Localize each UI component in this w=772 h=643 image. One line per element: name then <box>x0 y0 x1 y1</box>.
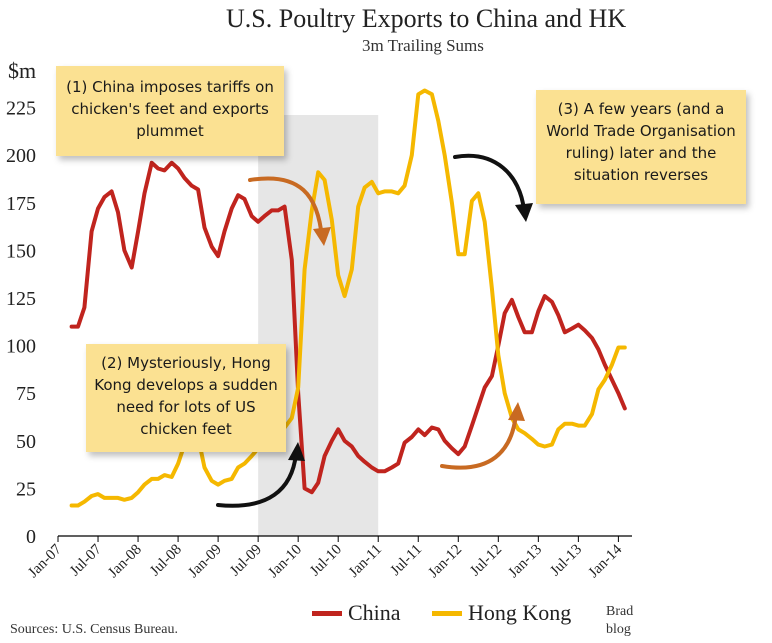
x-tick-label: Jul-11 <box>388 542 425 579</box>
arrow-2-black <box>216 452 298 508</box>
series-line-china <box>69 160 627 495</box>
credit-line-1: Brad <box>606 604 634 619</box>
y-tick-label: 75 <box>16 383 36 405</box>
x-tick-label: Jul-08 <box>147 542 185 580</box>
x-tick-labels: Jan-07 Jul-07 Jan-08 Jul-08 Jan-09 Jul-09 Jan-… <box>25 536 626 582</box>
arrow-4-head <box>508 402 525 421</box>
source-note: Sources: U.S. Census Bureau. <box>10 622 178 637</box>
y-axis-label: $m <box>8 58 37 83</box>
x-tick-label: Jul-13 <box>547 542 585 580</box>
x-tick-label: Jul-09 <box>227 542 265 580</box>
annotation-note-3: (3) A few years (and a World Trade Organ… <box>536 90 746 204</box>
y-tick-labels: 0 25 50 75 100 125 150 175 200 225 <box>6 98 36 548</box>
y-tick-label: 100 <box>6 336 36 358</box>
legend-china-label: China <box>348 600 401 625</box>
y-tick-label: 175 <box>6 193 36 215</box>
legend-hong-kong: Hong Kong <box>432 600 571 626</box>
y-tick-label: 150 <box>6 240 36 262</box>
y-tick-label: 50 <box>16 431 36 453</box>
y-tick-label: 125 <box>6 288 36 310</box>
y-tick-label: 0 <box>26 526 36 548</box>
legend-china-swatch <box>312 610 342 616</box>
legend-china: China <box>312 600 401 626</box>
annotation-note-2: (2) Mysteriously, Hong Kong develops a s… <box>86 344 286 452</box>
x-tick-label: Jan-12 <box>426 542 466 582</box>
series-line-hong-kong <box>69 88 627 508</box>
legend-hong-kong-label: Hong Kong <box>468 600 572 625</box>
x-tick-label: Jan-11 <box>346 542 385 581</box>
arrow-3-head <box>515 203 533 222</box>
x-tick-label: Jan-14 <box>586 541 626 581</box>
arrow-3-black <box>453 153 526 212</box>
x-tick-label: Jan-10 <box>265 542 305 582</box>
x-tick-label: Jul-07 <box>67 541 105 579</box>
x-tick-label: Jul-10 <box>307 542 345 580</box>
series-layer <box>69 88 627 508</box>
annotation-arrows <box>216 153 533 508</box>
arrow-2-head <box>288 442 305 461</box>
legend-hong-kong-swatch <box>432 610 462 616</box>
x-tick-label: Jul-12 <box>467 542 505 580</box>
y-tick-label: 225 <box>6 98 36 120</box>
arrow-4-orange <box>440 412 518 470</box>
arrow-1-head <box>313 227 331 246</box>
y-tick-label: 200 <box>6 145 36 167</box>
annotation-note-1: (1) China imposes tariffs on chicken's f… <box>56 66 284 156</box>
y-tick-label: 25 <box>16 478 36 500</box>
chart-subtitle: 3m Trailing Sums <box>362 36 484 55</box>
chart-title: U.S. Poultry Exports to China and HK <box>226 4 627 33</box>
arrow-1-orange <box>248 176 324 240</box>
x-tick-label: Jan-08 <box>105 542 145 582</box>
x-tick-label: Jan-09 <box>185 542 225 582</box>
credit-line-2: blog <box>606 622 631 637</box>
shaded-period <box>258 115 379 536</box>
x-tick-label: Jan-13 <box>506 542 546 582</box>
